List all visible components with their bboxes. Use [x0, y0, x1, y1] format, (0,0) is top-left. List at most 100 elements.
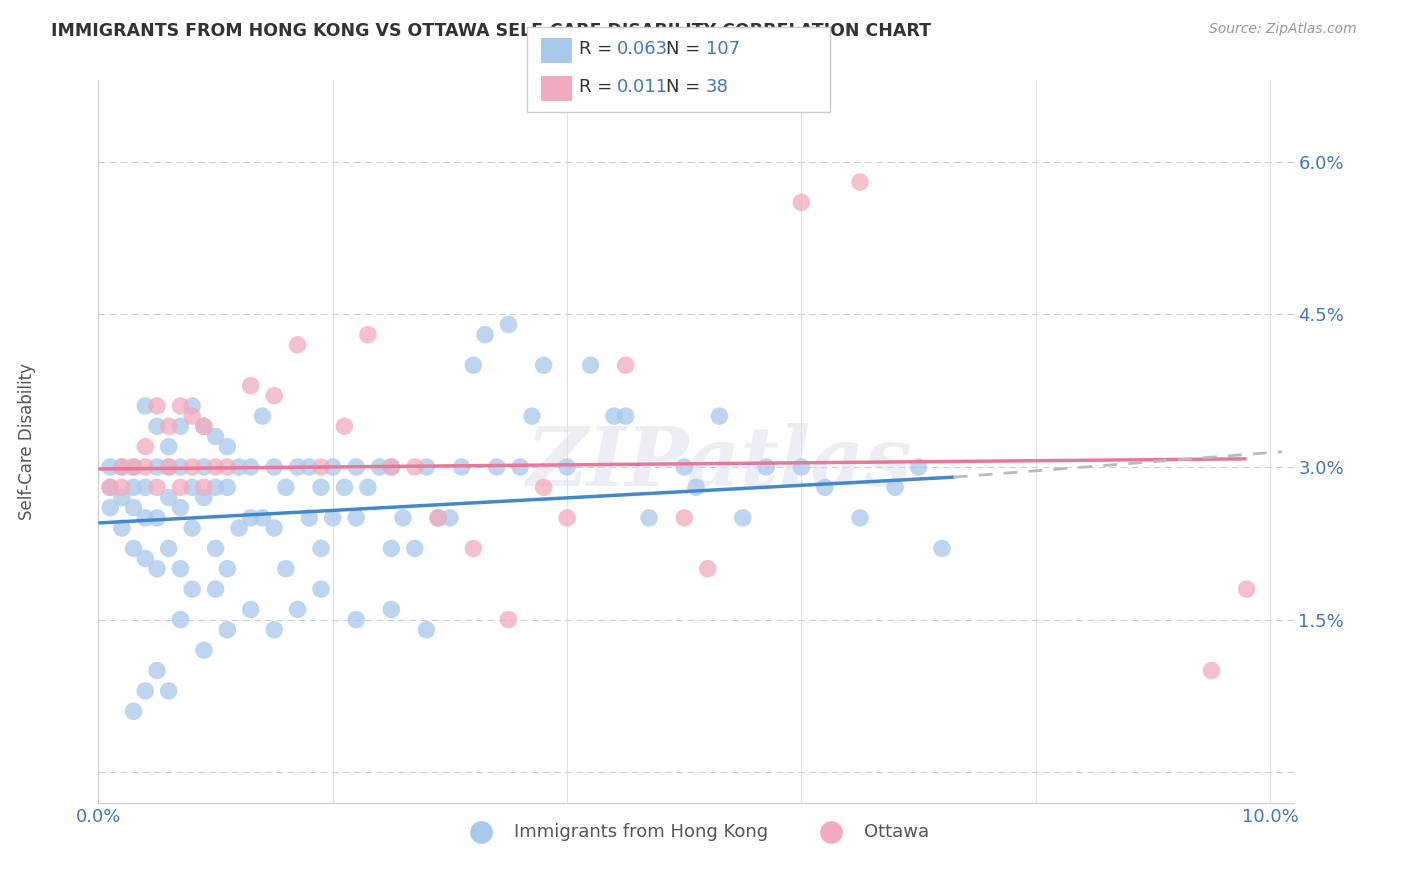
- Point: [169, 460, 191, 475]
- Text: R =: R =: [579, 40, 619, 58]
- Point: [309, 480, 332, 494]
- Point: [555, 460, 578, 475]
- Point: [98, 480, 121, 494]
- Point: [450, 460, 472, 475]
- Point: [1201, 664, 1223, 678]
- Point: [427, 511, 450, 525]
- Point: [146, 460, 169, 475]
- Point: [239, 602, 262, 616]
- Point: [309, 541, 332, 556]
- Point: [252, 511, 274, 525]
- Point: [228, 521, 250, 535]
- Point: [217, 480, 239, 494]
- Point: [181, 480, 204, 494]
- Point: [134, 480, 156, 494]
- Point: [415, 623, 437, 637]
- Point: [204, 460, 226, 475]
- Point: [122, 500, 145, 515]
- Point: [298, 460, 321, 475]
- Text: 107: 107: [706, 40, 740, 58]
- Point: [709, 409, 731, 423]
- Text: 38: 38: [706, 78, 728, 95]
- Point: [122, 460, 145, 475]
- Point: [368, 460, 391, 475]
- Point: [193, 643, 215, 657]
- Point: [263, 460, 285, 475]
- Point: [884, 480, 907, 494]
- Point: [239, 460, 262, 475]
- Point: [228, 460, 250, 475]
- Point: [731, 511, 754, 525]
- Text: Source: ZipAtlas.com: Source: ZipAtlas.com: [1209, 22, 1357, 37]
- Point: [344, 460, 367, 475]
- Point: [193, 419, 215, 434]
- Point: [849, 175, 872, 189]
- Point: [790, 460, 813, 475]
- Point: [427, 511, 450, 525]
- Point: [696, 562, 718, 576]
- Point: [181, 460, 204, 475]
- Point: [439, 511, 461, 525]
- Point: [98, 500, 121, 515]
- Point: [157, 684, 180, 698]
- Point: [217, 562, 239, 576]
- Point: [239, 378, 262, 392]
- Point: [111, 460, 134, 475]
- Point: [485, 460, 508, 475]
- Point: [122, 460, 145, 475]
- Point: [1236, 582, 1258, 596]
- Point: [134, 460, 156, 475]
- Point: [157, 460, 180, 475]
- Point: [614, 409, 637, 423]
- Point: [193, 419, 215, 434]
- Point: [298, 511, 321, 525]
- Point: [404, 541, 426, 556]
- Point: [181, 582, 204, 596]
- Point: [217, 460, 239, 475]
- Point: [169, 480, 191, 494]
- Point: [322, 511, 344, 525]
- Point: [344, 613, 367, 627]
- Point: [415, 460, 437, 475]
- Point: [344, 511, 367, 525]
- Point: [204, 480, 226, 494]
- Point: [287, 338, 309, 352]
- Text: 0.063: 0.063: [617, 40, 668, 58]
- Point: [98, 460, 121, 475]
- Point: [146, 664, 169, 678]
- Point: [509, 460, 531, 475]
- Point: [217, 623, 239, 637]
- Point: [463, 358, 485, 372]
- Point: [252, 409, 274, 423]
- Point: [111, 480, 134, 494]
- Point: [134, 399, 156, 413]
- Point: [169, 399, 191, 413]
- Point: [193, 460, 215, 475]
- Point: [555, 511, 578, 525]
- Text: IMMIGRANTS FROM HONG KONG VS OTTAWA SELF-CARE DISABILITY CORRELATION CHART: IMMIGRANTS FROM HONG KONG VS OTTAWA SELF…: [51, 22, 931, 40]
- Point: [204, 429, 226, 443]
- Point: [169, 500, 191, 515]
- Point: [239, 511, 262, 525]
- Point: [579, 358, 602, 372]
- Point: [404, 460, 426, 475]
- Point: [309, 582, 332, 596]
- Point: [380, 460, 402, 475]
- Point: [603, 409, 626, 423]
- Point: [134, 684, 156, 698]
- Text: N =: N =: [666, 40, 706, 58]
- Point: [533, 358, 555, 372]
- Point: [146, 562, 169, 576]
- Point: [498, 318, 520, 332]
- Point: [122, 541, 145, 556]
- Point: [755, 460, 778, 475]
- Point: [157, 491, 180, 505]
- Point: [98, 480, 121, 494]
- Point: [146, 399, 169, 413]
- Point: [263, 389, 285, 403]
- Point: [333, 419, 356, 434]
- Point: [111, 491, 134, 505]
- Point: [169, 562, 191, 576]
- Point: [193, 480, 215, 494]
- Point: [673, 460, 696, 475]
